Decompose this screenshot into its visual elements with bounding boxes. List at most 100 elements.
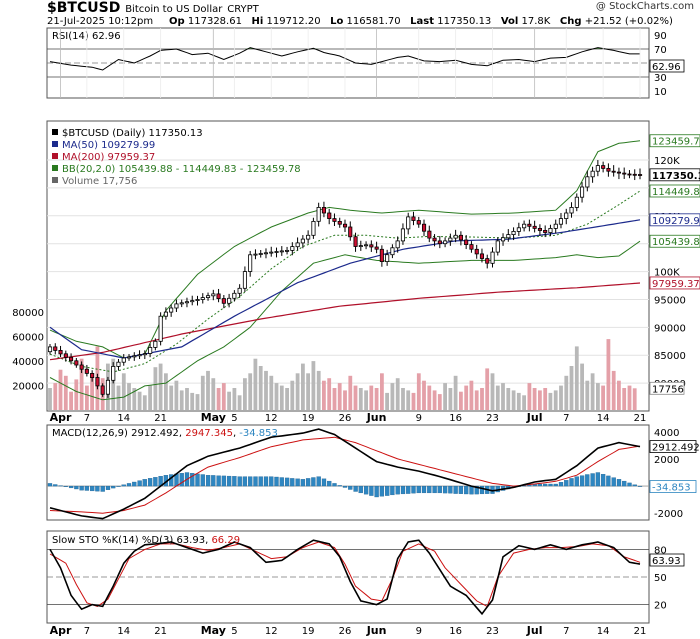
- candle-body: [558, 218, 563, 225]
- macd-hist-bar: [68, 485, 74, 489]
- macd-hist-bar: [453, 485, 458, 494]
- macd-hist-bar: [606, 475, 611, 487]
- volume-bar: [353, 385, 358, 410]
- x-tick-label: Apr: [50, 624, 72, 637]
- candle-body: [500, 237, 506, 242]
- legend-swatch: [52, 165, 58, 171]
- volume-tick-label: 20000: [12, 382, 44, 393]
- macd-hist-bar: [211, 475, 216, 487]
- volume-bar: [301, 363, 305, 410]
- macd-hist-bar: [564, 480, 569, 487]
- volume-bar: [343, 390, 347, 410]
- symbol-name: Bitcoin to US Dollar: [125, 4, 223, 15]
- macd-hist-bar: [58, 485, 63, 487]
- candle-body: [495, 240, 500, 253]
- candle-body: [421, 223, 427, 232]
- lo-value: 116581.70: [346, 16, 401, 27]
- candle-body: [284, 249, 290, 252]
- macd-hist-bar: [342, 485, 348, 488]
- macd-tick-label: 4000: [654, 428, 679, 439]
- op-label: Op: [169, 16, 185, 27]
- candle-body: [516, 227, 521, 232]
- macd-hist-bar: [374, 485, 379, 498]
- candle-body: [379, 248, 384, 263]
- volume-bar: [206, 370, 210, 410]
- candle-body: [348, 226, 353, 238]
- volume-bar: [190, 392, 195, 410]
- candle-body: [169, 307, 174, 313]
- macd-hist-bar: [242, 476, 248, 487]
- macd-hist-bar: [337, 485, 342, 487]
- candle-body: [390, 247, 395, 256]
- candle-body: [137, 354, 142, 357]
- candle-body: [553, 223, 558, 229]
- price-tick-label: 85000: [654, 351, 686, 362]
- price-right-box: [649, 134, 700, 148]
- symbol-title: $BTCUSD Bitcoin to US Dollar CRYPT: [47, 0, 259, 16]
- x-tick-label: Jul: [526, 411, 543, 424]
- rsi-current-label: 62.96: [652, 62, 681, 73]
- candle-body: [105, 379, 111, 395]
- volume-bar: [169, 385, 174, 410]
- last-label: Last: [410, 16, 435, 27]
- macd-hist-bar: [369, 485, 374, 496]
- macd-hist-bar: [569, 478, 574, 487]
- volume-bar: [516, 392, 521, 410]
- candle-body: [232, 292, 237, 299]
- candle-body: [464, 239, 469, 245]
- price-right-label: 109279.99: [652, 216, 700, 227]
- price-right-label: 97959.37: [652, 279, 700, 290]
- volume-bar: [469, 380, 474, 410]
- volume-bar: [179, 390, 184, 410]
- volume-bar: [63, 375, 68, 410]
- macd-hist-bar: [95, 485, 100, 492]
- candle-body: [374, 246, 379, 250]
- macd-hist-bar: [279, 477, 284, 487]
- candle-body: [416, 220, 421, 225]
- macd-hist-bar: [179, 473, 184, 487]
- x-tick-label: 7: [563, 413, 569, 424]
- candle-body: [248, 254, 253, 272]
- candle-body: [90, 372, 95, 378]
- volume-bar: [606, 339, 611, 410]
- candle-body: [295, 242, 300, 248]
- candle-body: [532, 225, 537, 229]
- volume-bar: [121, 373, 126, 410]
- volume-bar: [585, 380, 590, 410]
- volume-bar: [306, 373, 310, 410]
- volume-tick-label: 60000: [12, 333, 44, 344]
- macd-right-labels: 2912.492 -34.853: [649, 440, 700, 494]
- price-grid: [47, 159, 649, 384]
- x-tick-label: 7: [84, 413, 90, 424]
- x-tick-label: 7: [84, 626, 90, 637]
- volume-bar: [322, 380, 326, 410]
- volume-bar: [627, 385, 632, 410]
- candle-body: [622, 172, 627, 175]
- volume-bar: [601, 385, 605, 410]
- macd-hist-bar: [579, 475, 585, 487]
- x-tick-label: 16: [449, 626, 462, 637]
- candle-body: [200, 297, 205, 300]
- volume-bar: [564, 375, 569, 410]
- candle-body: [638, 174, 643, 176]
- x-tick-label: Jun: [366, 624, 387, 637]
- volume-bar: [485, 368, 490, 410]
- macd-hist-bar: [63, 485, 68, 487]
- candle-body: [274, 251, 279, 253]
- candle-body: [127, 356, 132, 359]
- volume-bar: [269, 375, 274, 410]
- macd-hist-bar: [548, 483, 553, 487]
- candle-body: [400, 228, 405, 242]
- price-panel-frame: [46, 120, 650, 412]
- volume-bar: [432, 390, 437, 410]
- macd-hist-bar: [543, 483, 548, 487]
- volume-bar: [395, 378, 400, 410]
- x-tick-label: 14: [597, 626, 610, 637]
- volume-bar: [390, 383, 395, 410]
- sto-tick-label: 20: [654, 601, 667, 612]
- volume-bar: [632, 388, 637, 410]
- macd-hist-bar: [395, 485, 400, 495]
- candle-body: [411, 216, 416, 221]
- sto-tick-label: 80: [654, 545, 667, 556]
- volume-bar: [495, 385, 500, 410]
